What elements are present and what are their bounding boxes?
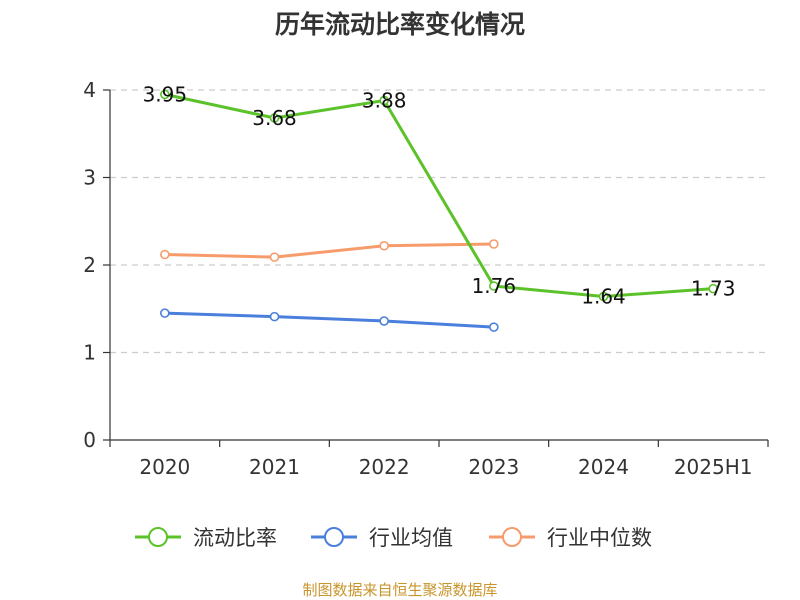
x-tick-label: 2023 [468,455,519,479]
y-tick-label: 0 [83,428,96,452]
data-point [489,281,499,291]
data-point [379,316,389,326]
data-label: 3.95 [143,82,188,106]
data-point [269,311,280,322]
series-line-0 [164,92,714,298]
data-labels: 3.95 3.68 3.88 1.76 1.64 1.73 [143,82,736,308]
data-label: 1.64 [581,285,626,309]
y-tick-label: 2 [83,253,96,277]
data-point [598,291,609,302]
legend: 流动比率 行业均值 行业中位数 [135,526,652,550]
x-tick-label: 2020 [139,455,190,479]
data-label: 1.73 [691,277,736,301]
x-tick-label: 2021 [249,455,300,479]
data-point [489,239,499,249]
data-point [269,113,280,123]
data-point [160,308,170,318]
data-label: 3.88 [362,89,407,113]
data-point [489,322,499,332]
data-point [708,283,718,294]
data-point [160,89,170,100]
data-point [269,252,280,262]
legend-label: 行业均值 [369,526,453,550]
data-point [160,249,170,260]
data-label: 1.76 [472,274,517,298]
legend-item: 行业中位数 [489,526,652,550]
series-line-2 [164,242,494,259]
data-point [379,240,389,251]
axes: 0 1 2 3 4 2020 2021 2022 2023 2024 2025H1 [83,78,769,479]
legend-label: 流动比率 [193,526,277,550]
legend-marker [502,527,522,547]
legend-item: 行业均值 [311,526,453,550]
legend-marker [324,527,344,547]
series-lines [160,89,718,332]
x-tick-label: 2024 [578,455,629,479]
data-label: 3.68 [252,106,297,130]
y-tick-label: 1 [83,341,96,365]
y-tick-label: 4 [83,78,96,102]
legend-label: 行业中位数 [547,526,652,550]
legend-marker [148,527,168,547]
chart-title: 历年流动比率变化情况 [275,10,525,39]
x-tick-label: 2022 [359,455,410,479]
source-note: 制图数据来自恒生聚源数据库 [302,581,497,599]
y-tick-label: 3 [83,166,96,190]
data-point [379,95,389,106]
series-line-1 [164,311,494,329]
legend-item: 流动比率 [135,526,277,550]
x-tick-label: 2025H1 [674,455,753,479]
